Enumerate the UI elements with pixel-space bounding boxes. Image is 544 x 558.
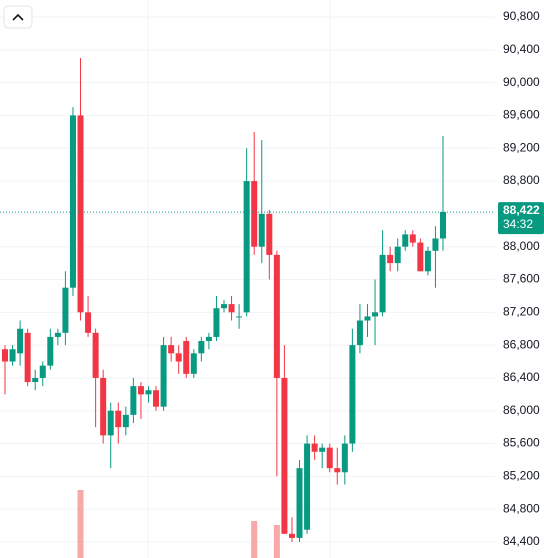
- candle-body: [440, 212, 446, 239]
- candle-body: [190, 353, 197, 374]
- candle-body: [122, 414, 129, 428]
- candle-body: [266, 213, 273, 255]
- candle-body: [304, 443, 311, 530]
- candle-body: [17, 328, 24, 354]
- last-price-box: [498, 202, 544, 235]
- y-tick-label: 86,000: [503, 403, 540, 417]
- candle-body: [32, 377, 39, 383]
- y-tick-label: 84,800: [503, 501, 540, 515]
- y-tick-label: 85,200: [503, 469, 540, 483]
- candle-body: [349, 345, 356, 444]
- candle-body: [213, 308, 220, 337]
- y-tick-label: 90,400: [503, 42, 540, 56]
- candle-body: [379, 254, 386, 313]
- candle-body: [221, 304, 227, 309]
- candle-body: [356, 320, 363, 346]
- y-tick-label: 90,800: [503, 9, 540, 23]
- candle-body: [9, 349, 16, 362]
- candle-body: [432, 238, 439, 251]
- candle-body: [137, 386, 144, 395]
- candle-body: [372, 312, 379, 317]
- candle-body: [243, 181, 250, 313]
- candle-body: [54, 332, 61, 337]
- y-tick-label: 89,200: [503, 140, 540, 154]
- button-frame[interactable]: [3, 5, 33, 29]
- candle-body: [319, 447, 326, 452]
- candle-body: [258, 213, 265, 247]
- candle-body: [424, 250, 431, 272]
- y-tick-label: 90,000: [503, 75, 540, 89]
- chevron-icon: [12, 13, 24, 21]
- candle-body: [130, 386, 137, 415]
- candle-body: [281, 377, 288, 534]
- candle-body: [228, 304, 235, 313]
- candle-body: [24, 332, 31, 383]
- volume-bar: [251, 521, 258, 558]
- volume-bar: [273, 525, 280, 558]
- candle-body: [77, 115, 84, 313]
- candle-body: [288, 533, 295, 538]
- candle-body: [160, 345, 167, 407]
- candle-body: [311, 443, 318, 452]
- candle-body: [326, 447, 333, 469]
- candle-body: [417, 242, 424, 272]
- candle-body: [47, 336, 54, 366]
- candle-body: [85, 312, 92, 333]
- last-price-label: 88,422: [503, 203, 540, 217]
- candle-body: [364, 316, 371, 321]
- y-tick-label: 88,800: [503, 173, 540, 187]
- candle-body: [168, 345, 175, 354]
- y-tick-label: 86,400: [503, 370, 540, 384]
- candle-body: [69, 115, 76, 288]
- candle-body: [107, 410, 114, 436]
- candle-body: [153, 390, 160, 407]
- candle-body: [341, 443, 348, 473]
- candle-body: [205, 336, 212, 342]
- candle-body: [236, 316, 243, 318]
- y-tick-label: 86,800: [503, 337, 540, 351]
- candle-body: [198, 341, 205, 354]
- collapse-button[interactable]: [3, 5, 33, 29]
- candle-body: [334, 468, 341, 473]
- candle-body: [100, 377, 107, 436]
- candle-body: [62, 287, 69, 333]
- plot: [0, 16, 495, 558]
- y-tick-label: 89,600: [503, 108, 540, 122]
- candle-body: [115, 410, 122, 428]
- y-tick-label: 87,600: [503, 272, 540, 286]
- candle-body: [92, 332, 99, 378]
- candle-body: [2, 349, 8, 362]
- countdown-label: 34:32: [503, 217, 533, 231]
- candle-body: [394, 246, 401, 264]
- candle-body: [145, 390, 152, 395]
- candle-body: [183, 341, 190, 374]
- y-tick-label: 84,400: [503, 534, 540, 548]
- candle-body: [175, 353, 182, 362]
- candle-body: [409, 234, 416, 243]
- y-tick-label: 88,000: [503, 239, 540, 253]
- candle-body: [402, 234, 409, 247]
- y-tick-label: 85,600: [503, 436, 540, 450]
- volume-bar: [77, 490, 84, 558]
- candle-body: [273, 254, 280, 378]
- candle-body: [251, 181, 258, 247]
- candle-body: [296, 468, 303, 538]
- y-tick-label: 87,200: [503, 304, 540, 318]
- candle-body: [39, 365, 46, 378]
- candle-body: [387, 254, 394, 264]
